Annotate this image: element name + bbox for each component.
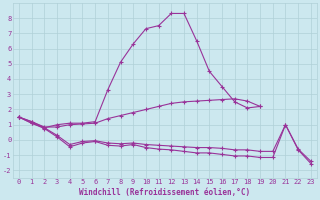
- X-axis label: Windchill (Refroidissement éolien,°C): Windchill (Refroidissement éolien,°C): [79, 188, 251, 197]
